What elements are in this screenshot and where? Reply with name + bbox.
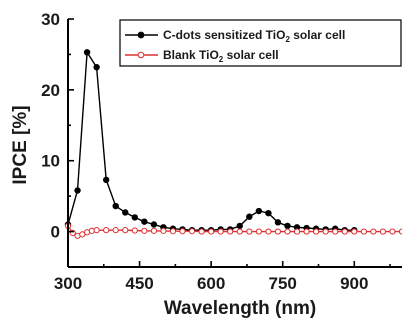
data-point bbox=[246, 228, 253, 235]
data-point bbox=[150, 227, 157, 234]
data-point bbox=[303, 228, 310, 235]
legend-label: Blank TiO2 solar cell bbox=[163, 48, 279, 64]
series-line bbox=[67, 50, 355, 231]
data-point bbox=[360, 228, 367, 235]
legend-label-subscript: 2 bbox=[219, 55, 224, 64]
legend-box bbox=[119, 19, 402, 67]
data-point bbox=[389, 228, 396, 235]
series-1 bbox=[64, 49, 358, 234]
data-point bbox=[160, 227, 167, 234]
data-point bbox=[246, 213, 253, 220]
data-point bbox=[112, 202, 119, 210]
y-tick-label: 30 bbox=[41, 10, 60, 29]
data-point bbox=[293, 228, 301, 235]
y-tick-label: 20 bbox=[41, 81, 60, 100]
x-tick-label: 450 bbox=[125, 274, 153, 293]
data-point bbox=[122, 209, 129, 216]
legend-item-2: Blank TiO2 solar cell bbox=[125, 48, 279, 64]
x-axis-title: Wavelength (nm) bbox=[164, 298, 316, 319]
legend-label: C-dots sensitized TiO2 solar cell bbox=[163, 28, 345, 44]
data-point bbox=[284, 222, 291, 230]
data-point bbox=[265, 228, 272, 235]
data-point bbox=[227, 228, 234, 235]
data-point bbox=[322, 228, 329, 235]
data-point bbox=[102, 176, 110, 184]
data-point bbox=[198, 228, 205, 235]
y-tick-label: 0 bbox=[51, 223, 60, 242]
data-point bbox=[379, 228, 387, 235]
data-point bbox=[341, 228, 348, 235]
legend-item-1: C-dots sensitized TiO2 solar cell bbox=[125, 28, 345, 44]
y-tick-label: 10 bbox=[41, 152, 60, 171]
data-point bbox=[93, 227, 100, 234]
data-point bbox=[131, 214, 138, 221]
data-point bbox=[150, 221, 158, 228]
data-point bbox=[351, 228, 358, 235]
data-point bbox=[370, 228, 377, 235]
data-point bbox=[179, 228, 186, 235]
data-point bbox=[93, 63, 100, 71]
data-point bbox=[188, 228, 196, 235]
data-point bbox=[236, 228, 243, 235]
data-point bbox=[83, 49, 91, 56]
data-point bbox=[74, 187, 81, 194]
data-point bbox=[208, 228, 215, 235]
x-tick-label: 600 bbox=[197, 274, 225, 293]
legend-marker bbox=[137, 31, 145, 39]
data-point bbox=[236, 222, 243, 230]
x-tick-label: 900 bbox=[340, 274, 368, 293]
data-point bbox=[112, 227, 119, 234]
data-point bbox=[131, 227, 138, 234]
data-point bbox=[169, 228, 177, 235]
legend-label-tail: solar cell bbox=[290, 28, 345, 42]
legend-label-subscript: 2 bbox=[285, 35, 290, 44]
data-point bbox=[122, 227, 129, 234]
data-point bbox=[284, 228, 291, 235]
data-point bbox=[103, 227, 110, 234]
y-axis-title: IPCE [%] bbox=[10, 105, 31, 184]
data-point bbox=[217, 228, 224, 235]
data-point bbox=[265, 209, 272, 217]
data-point bbox=[274, 228, 282, 235]
series-2 bbox=[64, 222, 402, 239]
x-tick-label: 750 bbox=[269, 274, 297, 293]
data-point bbox=[274, 219, 282, 226]
data-point bbox=[255, 228, 262, 235]
legend-label-main: C-dots sensitized TiO bbox=[163, 28, 285, 42]
data-point bbox=[255, 207, 263, 215]
legend-label-main: Blank TiO bbox=[163, 48, 219, 62]
x-tick-label: 300 bbox=[54, 274, 82, 293]
data-point bbox=[313, 228, 320, 235]
data-point bbox=[332, 228, 339, 235]
data-point bbox=[141, 218, 148, 225]
data-point bbox=[141, 227, 148, 234]
legend-marker bbox=[137, 51, 145, 59]
legend-label-tail: solar cell bbox=[223, 48, 278, 62]
